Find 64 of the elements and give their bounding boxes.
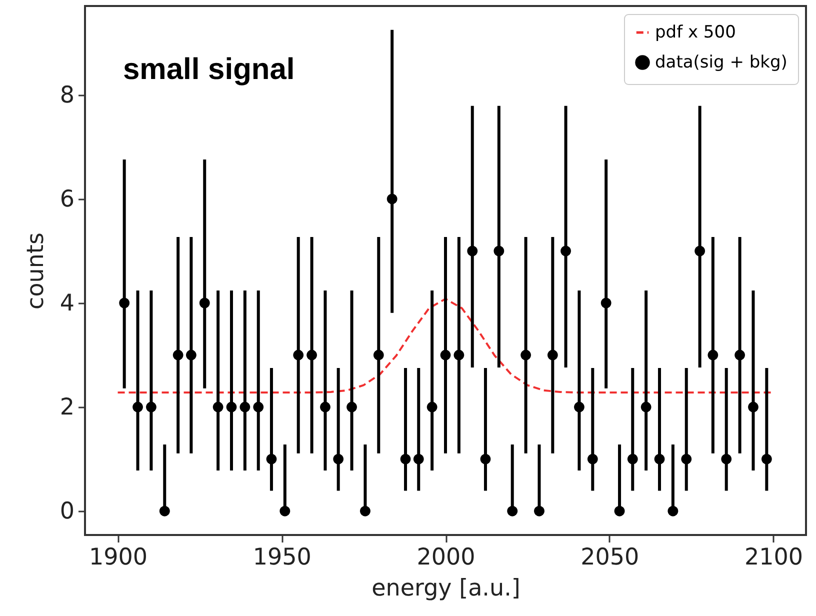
point <box>574 402 584 412</box>
point <box>507 506 518 516</box>
point <box>386 194 398 204</box>
point <box>293 350 304 360</box>
point <box>400 454 411 464</box>
point <box>494 246 504 256</box>
point <box>587 454 598 464</box>
annotation: small signal <box>123 53 295 86</box>
point <box>681 454 692 464</box>
x-tick-label: 2000 <box>416 544 476 570</box>
point <box>373 350 384 360</box>
point <box>761 454 772 464</box>
point <box>694 246 706 256</box>
x-axis-title: energy [a.u.] <box>372 576 520 602</box>
point <box>280 506 290 516</box>
point <box>226 402 237 412</box>
point <box>266 454 277 464</box>
point <box>547 350 558 360</box>
y-tick-label: 8 <box>60 82 74 108</box>
point <box>253 402 264 412</box>
point <box>333 454 344 464</box>
point <box>146 402 156 412</box>
x-tick-label: 2050 <box>580 544 640 570</box>
point <box>454 350 464 360</box>
point <box>627 454 638 464</box>
point <box>172 350 184 360</box>
x-tick-label: 1950 <box>252 544 312 570</box>
point <box>413 454 424 464</box>
y-tick-label: 4 <box>60 290 74 317</box>
point <box>212 402 224 412</box>
point <box>132 402 144 412</box>
point <box>640 402 652 412</box>
point <box>199 298 210 308</box>
point <box>480 454 491 464</box>
point <box>186 350 196 360</box>
y-tick-label: 0 <box>60 498 74 525</box>
point <box>467 246 478 256</box>
point <box>748 402 758 412</box>
point <box>560 246 572 256</box>
point <box>346 402 358 412</box>
point <box>240 402 250 412</box>
point <box>600 298 612 308</box>
point <box>654 454 665 464</box>
y-tick-label: 6 <box>60 186 74 212</box>
point <box>614 506 625 516</box>
point <box>668 506 678 516</box>
x-tick-label: 1900 <box>89 544 148 570</box>
point <box>320 402 330 412</box>
point <box>306 350 318 360</box>
point <box>520 350 532 360</box>
point <box>159 506 170 516</box>
legend-label: pdf x 500 <box>655 22 736 42</box>
x-tick-label: 2100 <box>744 544 803 570</box>
point <box>534 506 544 516</box>
point <box>721 454 732 464</box>
y-axis-title: counts <box>22 232 49 310</box>
point <box>360 506 370 516</box>
point <box>119 298 130 308</box>
point <box>734 350 746 360</box>
point <box>440 350 451 360</box>
point <box>708 350 718 360</box>
y-tick-label: 2 <box>60 394 74 421</box>
point <box>426 402 438 412</box>
legend-label: data(sig + bkg) <box>655 52 788 72</box>
